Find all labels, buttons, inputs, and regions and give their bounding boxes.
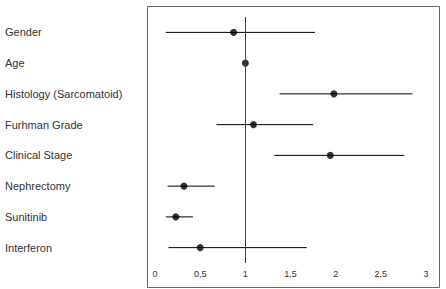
- svg-text:2: 2: [333, 269, 338, 279]
- svg-text:0: 0: [152, 269, 157, 279]
- svg-text:0,5: 0,5: [194, 269, 207, 279]
- svg-text:Age: Age: [5, 57, 25, 69]
- svg-text:Interferon: Interferon: [5, 242, 52, 254]
- svg-text:3: 3: [423, 269, 428, 279]
- svg-text:Clinical Stage: Clinical Stage: [5, 149, 72, 161]
- svg-text:1: 1: [243, 269, 248, 279]
- svg-text:Furhman Grade: Furhman Grade: [5, 119, 83, 131]
- svg-text:1,5: 1,5: [284, 269, 297, 279]
- svg-text:Nephrectomy: Nephrectomy: [5, 180, 71, 192]
- svg-text:Histology (Sarcomatoid): Histology (Sarcomatoid): [5, 88, 122, 100]
- svg-text:Sunitinib: Sunitinib: [5, 211, 47, 223]
- svg-text:2,5: 2,5: [375, 269, 388, 279]
- svg-text:Gender: Gender: [5, 26, 42, 38]
